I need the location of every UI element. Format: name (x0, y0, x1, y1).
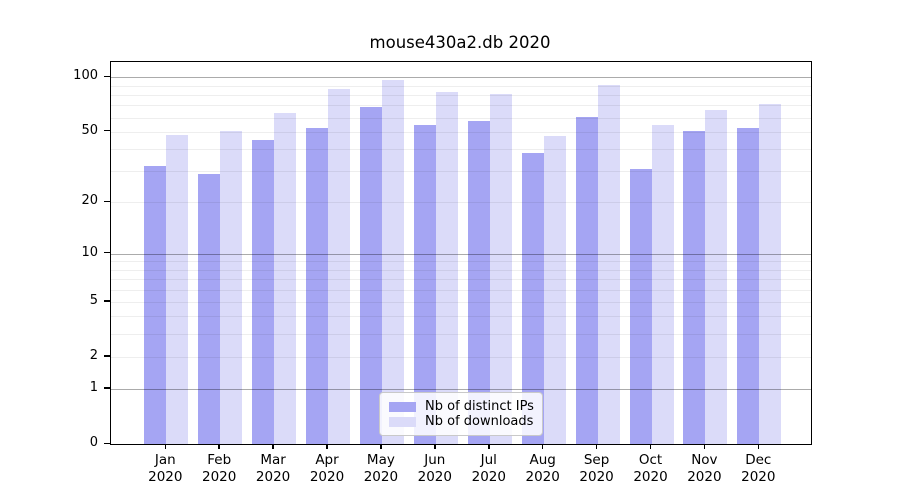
x-axis-tick (649, 444, 652, 450)
bar-distinct-ips-jul-2020 (467, 121, 490, 444)
x-axis-tick (380, 444, 382, 450)
minor-gridline (111, 117, 811, 119)
y-tick-label: 1 (89, 380, 98, 396)
bar-distinct-ips-feb-2020 (198, 173, 221, 444)
plot-area (110, 61, 812, 445)
bar-downloads-apr-2020 (328, 89, 350, 444)
legend-label-distinct-ips: Nb of distinct IPs (425, 399, 534, 414)
minor-gridline (111, 171, 811, 173)
y-tick-label: 2 (89, 348, 98, 363)
x-tick-label: Nov 2020 (687, 452, 722, 485)
y-axis-tick (104, 251, 110, 254)
bar-distinct-ips-apr-2020 (306, 128, 328, 444)
x-axis-tick (272, 444, 274, 450)
y-tick-label: 50 (81, 122, 98, 138)
bar-downloads-oct-2020 (651, 125, 674, 444)
x-tick-label: Feb 2020 (202, 452, 237, 485)
minor-gridline (111, 149, 811, 151)
x-tick-label: Mar 2020 (255, 452, 291, 485)
x-tick-label: Apr 2020 (309, 452, 345, 485)
y-axis-tick (104, 387, 110, 389)
minor-gridline (111, 95, 811, 96)
bar-downloads-jul-2020 (489, 93, 512, 444)
x-axis-tick (488, 444, 490, 450)
bar-distinct-ips-mar-2020 (252, 139, 275, 444)
y-axis-tick (104, 442, 110, 445)
y-tick-label: 0 (89, 435, 98, 451)
x-tick-label: Sep 2020 (579, 452, 614, 485)
chart-title: mouse430a2.db 2020 (369, 33, 551, 52)
x-tick-label: Jan 2020 (148, 452, 183, 485)
minor-gridline (111, 301, 811, 303)
bar-downloads-mar-2020 (274, 113, 297, 444)
bar-distinct-ips-nov-2020 (683, 131, 706, 444)
bar-downloads-jan-2020 (166, 134, 189, 444)
y-tick-label: 20 (81, 193, 98, 209)
minor-gridline (111, 279, 811, 280)
bar-downloads-feb-2020 (220, 131, 243, 444)
x-tick-label: Jun 2020 (417, 452, 452, 485)
x-tick-label: Jul 2020 (471, 452, 506, 485)
x-axis-tick (218, 444, 220, 450)
y-axis-tick (104, 75, 110, 78)
bar-distinct-ips-oct-2020 (629, 168, 652, 444)
bar-downloads-jun-2020 (435, 91, 458, 444)
x-axis-tick (434, 444, 436, 450)
bar-distinct-ips-may-2020 (359, 107, 382, 444)
x-axis-tick (757, 444, 760, 450)
x-axis-tick (703, 444, 706, 450)
major-gridline (111, 77, 811, 79)
x-tick-label: Aug 2020 (525, 452, 560, 485)
minor-gridline (111, 85, 811, 87)
bar-downloads-sep-2020 (597, 85, 620, 444)
y-axis-tick (104, 355, 110, 357)
x-axis-tick (541, 444, 544, 450)
bar-distinct-ips-jun-2020 (413, 125, 436, 444)
x-axis-tick (595, 444, 598, 450)
major-gridline (111, 253, 811, 255)
y-axis-tick (104, 200, 110, 203)
y-axis-tick (104, 129, 110, 132)
bar-distinct-ips-jan-2020 (144, 166, 167, 444)
bar-distinct-ips-sep-2020 (575, 117, 598, 444)
minor-gridline (111, 316, 811, 318)
legend-label-downloads: Nb of downloads (425, 414, 534, 429)
legend-swatch-distinct-ips (389, 401, 416, 412)
x-axis-tick (164, 444, 167, 450)
major-gridline (111, 389, 811, 391)
x-tick-label: Oct 2020 (633, 452, 668, 485)
minor-gridline (111, 357, 811, 358)
minor-gridline (111, 289, 811, 291)
y-tick-label: 10 (81, 244, 98, 260)
y-tick-label: 5 (89, 292, 98, 308)
x-tick-label: Dec 2020 (741, 452, 776, 485)
legend-item-downloads: Nb of downloads (389, 414, 534, 429)
minor-gridline (111, 105, 811, 107)
bar-distinct-ips-dec-2020 (737, 128, 760, 444)
minor-gridline (111, 334, 811, 336)
x-axis-tick (326, 444, 328, 450)
bar-distinct-ips-aug-2020 (521, 152, 544, 444)
minor-gridline (111, 269, 811, 271)
x-tick-label: May 2020 (363, 452, 399, 485)
minor-gridline (111, 131, 811, 133)
bar-downloads-nov-2020 (705, 109, 728, 444)
minor-gridline (111, 202, 811, 204)
legend: Nb of distinct IPs Nb of downloads (379, 392, 543, 436)
y-tick-label: 100 (73, 68, 98, 84)
bar-downloads-aug-2020 (543, 136, 566, 444)
legend-item-distinct-ips: Nb of distinct IPs (389, 399, 534, 414)
bar-downloads-may-2020 (381, 79, 404, 444)
bar-downloads-dec-2020 (759, 104, 782, 444)
legend-swatch-downloads (389, 416, 416, 427)
minor-gridline (111, 261, 811, 263)
y-axis-tick (104, 300, 110, 302)
